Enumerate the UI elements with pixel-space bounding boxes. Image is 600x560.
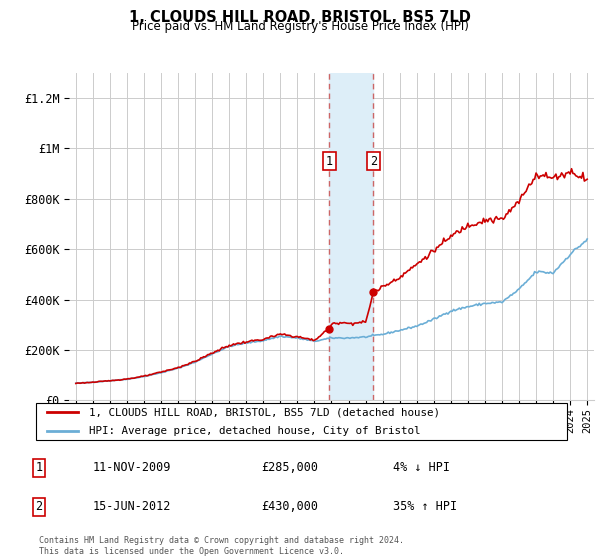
Bar	[329, 73, 373, 400]
Text: 2: 2	[35, 500, 43, 514]
Text: HPI: Average price, detached house, City of Bristol: HPI: Average price, detached house, City…	[89, 426, 421, 436]
Text: Price paid vs. HM Land Registry's House Price Index (HPI): Price paid vs. HM Land Registry's House …	[131, 20, 469, 33]
Text: £285,000: £285,000	[261, 461, 318, 474]
Text: 15-JUN-2012: 15-JUN-2012	[93, 500, 172, 514]
Text: 1: 1	[35, 461, 43, 474]
Text: 1, CLOUDS HILL ROAD, BRISTOL, BS5 7LD: 1, CLOUDS HILL ROAD, BRISTOL, BS5 7LD	[129, 10, 471, 25]
Text: 4% ↓ HPI: 4% ↓ HPI	[393, 461, 450, 474]
Text: Contains HM Land Registry data © Crown copyright and database right 2024.
This d: Contains HM Land Registry data © Crown c…	[39, 536, 404, 556]
Text: 35% ↑ HPI: 35% ↑ HPI	[393, 500, 457, 514]
Text: 11-NOV-2009: 11-NOV-2009	[93, 461, 172, 474]
Text: 1, CLOUDS HILL ROAD, BRISTOL, BS5 7LD (detached house): 1, CLOUDS HILL ROAD, BRISTOL, BS5 7LD (d…	[89, 407, 440, 417]
Text: 2: 2	[370, 155, 377, 167]
Text: £430,000: £430,000	[261, 500, 318, 514]
Text: 1: 1	[326, 155, 333, 167]
